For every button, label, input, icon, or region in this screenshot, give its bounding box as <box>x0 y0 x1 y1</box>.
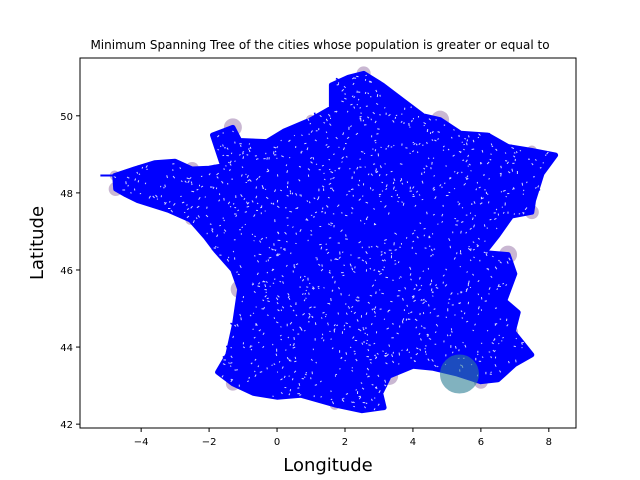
y-tick-label: 42 <box>60 420 73 431</box>
highlight-city-layer <box>439 354 479 394</box>
x-axis-ticks: −4 −2 0 2 4 6 8 <box>134 428 552 448</box>
x-tick-label: −2 <box>202 437 217 448</box>
highlight-city-bubble <box>439 354 479 394</box>
mst-edges <box>100 70 559 414</box>
y-tick-label: 48 <box>60 189 73 200</box>
plot-area <box>100 66 559 414</box>
x-tick-label: 0 <box>274 437 280 448</box>
x-tick-label: 2 <box>342 437 348 448</box>
x-tick-label: −4 <box>134 437 149 448</box>
y-tick-label: 50 <box>60 112 73 123</box>
axes-frame <box>79 57 577 429</box>
chart-title: Minimum Spanning Tree of the cities whos… <box>90 38 549 52</box>
mst-gap-texture <box>113 74 549 411</box>
x-tick-label: 6 <box>478 437 484 448</box>
mst-edge-mass <box>112 70 559 414</box>
y-axis-ticks: 42 44 46 48 50 <box>60 112 80 431</box>
y-tick-label: 46 <box>60 266 73 277</box>
y-tick-label: 44 <box>60 343 73 354</box>
x-tick-label: 4 <box>410 437 416 448</box>
x-axis-label: Longitude <box>283 455 373 476</box>
x-tick-label: 8 <box>546 437 552 448</box>
y-axis-label: Latitude <box>27 206 48 280</box>
mst-edge <box>113 73 552 411</box>
